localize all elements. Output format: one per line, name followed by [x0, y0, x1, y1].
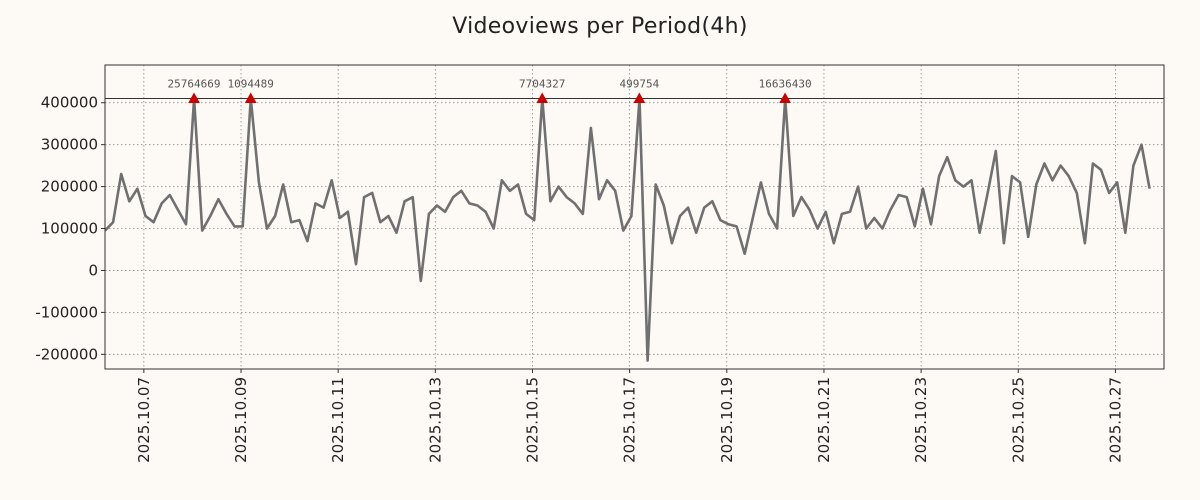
y-tick-label: 300000 — [41, 136, 98, 154]
peak-marker — [779, 92, 791, 104]
peak-label: 1094489 — [228, 78, 274, 91]
x-tick-label: 2025.10.19 — [718, 377, 736, 463]
x-tick-label: 2025.10.17 — [621, 377, 639, 463]
x-tick-label: 2025.10.21 — [815, 377, 833, 463]
peak-marker — [536, 92, 549, 104]
peak-label: 16636430 — [759, 78, 812, 91]
plot-frame — [104, 64, 1165, 370]
x-tick-label: 2025.10.07 — [135, 377, 153, 463]
chart-title: Videoviews per Period(4h) — [452, 14, 748, 39]
peak-label: 7704327 — [519, 78, 565, 91]
series-line — [105, 97, 1151, 362]
x-tick-label: 2025.10.15 — [523, 377, 541, 463]
y-tick-label: 0 — [88, 261, 98, 279]
peak-marker — [633, 92, 646, 104]
peak-marker — [244, 92, 257, 104]
y-tick-label: 100000 — [41, 220, 98, 238]
x-tick-label: 2025.10.13 — [426, 377, 444, 463]
x-tick-label: 2025.10.25 — [1009, 377, 1027, 463]
y-tick-label: 200000 — [41, 178, 98, 196]
x-tick-label: 2025.10.09 — [232, 377, 250, 463]
plot-area — [105, 65, 1164, 369]
peak-marker — [188, 92, 200, 104]
peak-label: 25764669 — [168, 78, 221, 91]
x-tick-label: 2025.10.11 — [329, 377, 347, 463]
y-tick-label: -100000 — [35, 303, 98, 321]
peak-label: 499754 — [619, 78, 659, 91]
y-tick-label: 400000 — [41, 94, 98, 112]
x-tick-label: 2025.10.27 — [1106, 377, 1124, 463]
y-tick-label: -200000 — [35, 345, 98, 363]
x-tick-label: 2025.10.23 — [912, 377, 930, 463]
